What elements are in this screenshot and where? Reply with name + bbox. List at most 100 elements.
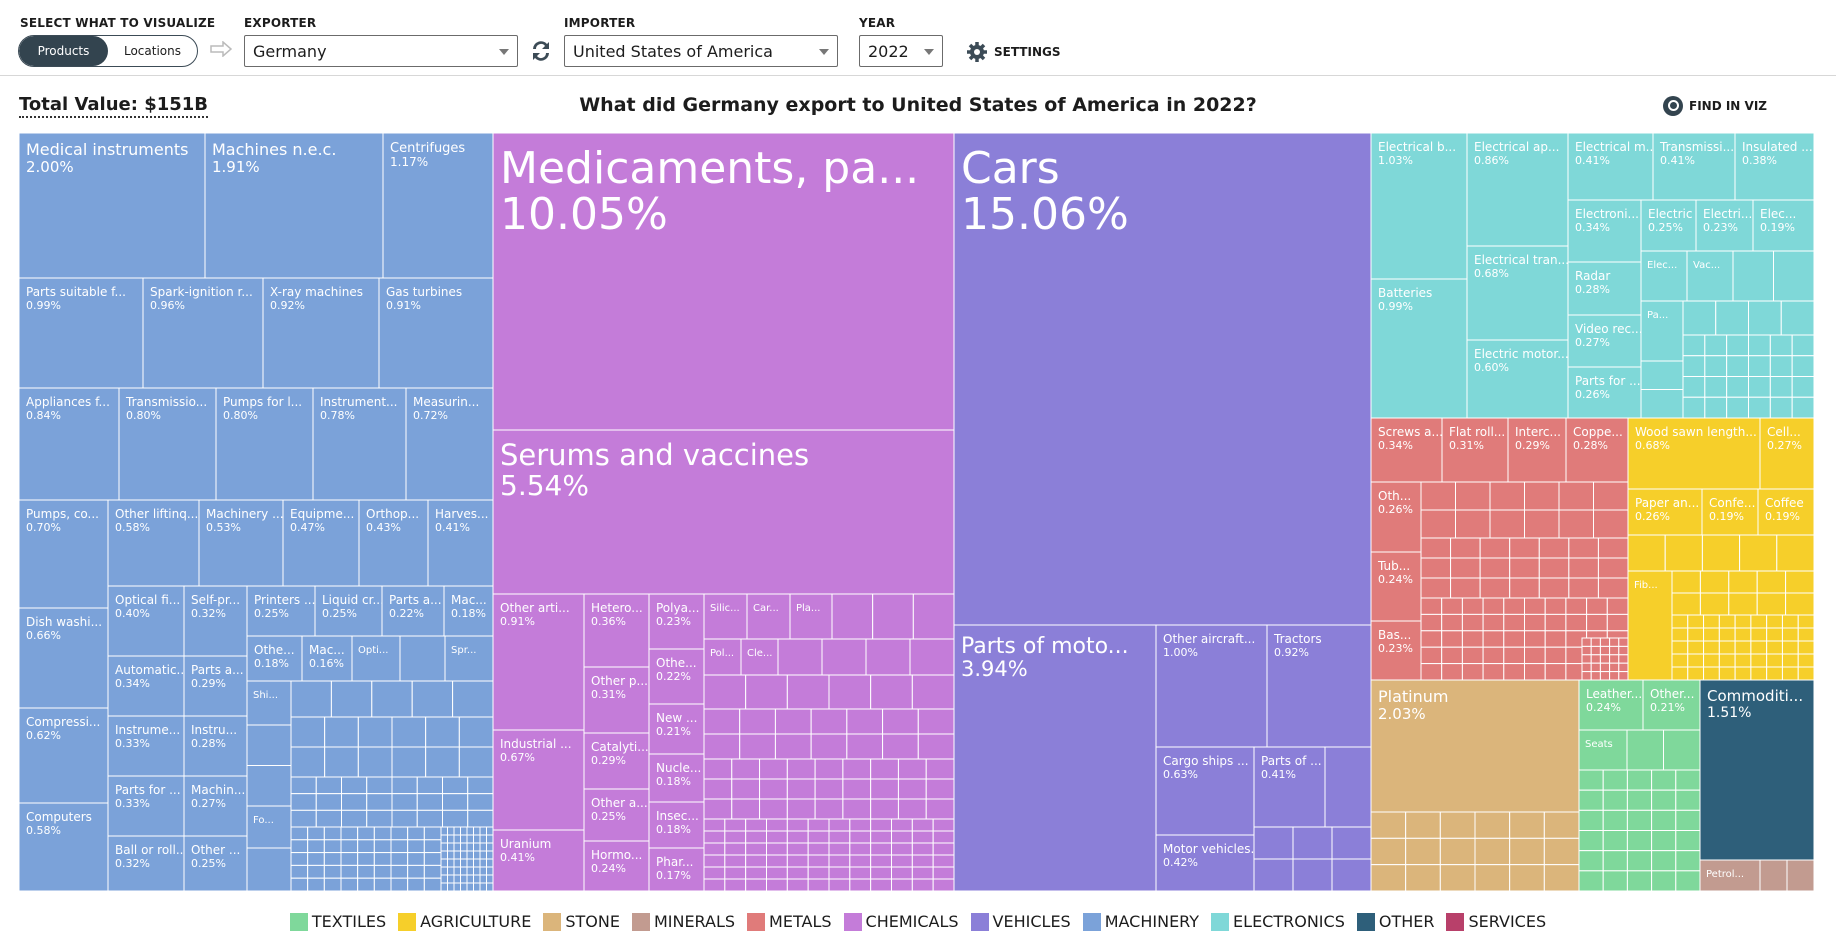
treemap-tile[interactable] <box>1441 597 1463 615</box>
treemap-tile[interactable] <box>1441 646 1463 665</box>
treemap-tile[interactable] <box>724 818 747 832</box>
treemap-tile[interactable] <box>246 847 292 892</box>
treemap-tile[interactable] <box>1718 653 1736 668</box>
treemap-tile[interactable] <box>357 839 375 854</box>
treemap-tile[interactable] <box>1728 592 1758 616</box>
treemap-tile[interactable] <box>373 877 392 892</box>
treemap-tile[interactable] <box>724 830 747 844</box>
treemap-tile[interactable] <box>891 854 913 868</box>
treemap-tile[interactable] <box>1543 811 1580 839</box>
treemap-tile[interactable] <box>443 585 494 637</box>
treemap-tile[interactable] <box>1781 614 1799 629</box>
treemap-tile[interactable] <box>18 132 206 279</box>
treemap-tile[interactable] <box>1420 537 1452 559</box>
treemap-tile[interactable] <box>142 277 264 389</box>
treemap-tile[interactable] <box>324 746 359 778</box>
treemap-tile[interactable] <box>492 429 955 595</box>
treemap-tile[interactable] <box>340 826 359 841</box>
treemap-tile[interactable] <box>810 708 848 735</box>
treemap-tile[interactable] <box>1682 334 1706 357</box>
treemap-tile[interactable] <box>1651 789 1677 811</box>
treemap-tile[interactable] <box>1769 334 1793 357</box>
treemap-tile[interactable] <box>1703 653 1720 668</box>
treemap-tile[interactable] <box>1781 666 1799 681</box>
treemap-tile[interactable] <box>1253 826 1294 860</box>
treemap-tile[interactable] <box>1420 557 1452 579</box>
treemap-tile[interactable] <box>870 854 893 868</box>
treemap-tile[interactable] <box>407 864 425 879</box>
treemap-tile[interactable] <box>1695 199 1754 252</box>
treemap-tile[interactable] <box>870 842 893 856</box>
treemap-tile[interactable] <box>366 776 393 795</box>
treemap-tile[interactable] <box>1750 666 1768 681</box>
treemap-tile[interactable] <box>391 793 418 811</box>
treemap-tile[interactable] <box>1524 613 1546 632</box>
treemap-tile[interactable] <box>1686 250 1734 302</box>
treemap-tile[interactable] <box>1420 597 1443 615</box>
treemap-tile[interactable] <box>1626 830 1653 852</box>
treemap-tile[interactable] <box>373 826 392 841</box>
treemap-tile[interactable] <box>1748 334 1771 357</box>
treemap-tile[interactable] <box>1567 261 1642 316</box>
treemap-tile[interactable] <box>1370 481 1422 553</box>
treemap-tile[interactable] <box>1626 870 1653 892</box>
treemap-tile[interactable] <box>828 818 851 832</box>
treemap-tile[interactable] <box>1155 834 1255 892</box>
treemap-tile[interactable] <box>774 733 812 760</box>
treemap-tile[interactable] <box>1618 645 1629 656</box>
treemap-tile[interactable] <box>1567 314 1642 368</box>
treemap-tile[interactable] <box>492 829 585 892</box>
treemap-tile[interactable] <box>821 638 867 676</box>
treemap-tile[interactable] <box>407 852 425 866</box>
treemap-tile[interactable] <box>466 850 474 860</box>
treemap-tile[interactable] <box>891 830 913 844</box>
treemap-tile[interactable] <box>1599 645 1611 656</box>
legend-item[interactable]: CHEMICALS <box>843 912 959 931</box>
treemap-tile[interactable] <box>807 818 830 832</box>
treemap-tile[interactable] <box>440 858 448 868</box>
treemap-tile[interactable] <box>648 847 705 892</box>
treemap-tile[interactable] <box>473 874 481 884</box>
treemap-tile[interactable] <box>1627 534 1666 572</box>
treemap-tile[interactable] <box>911 866 934 880</box>
treemap-tile[interactable] <box>1626 789 1653 811</box>
treemap-tile[interactable] <box>1578 870 1604 892</box>
treemap-tile[interactable] <box>724 878 747 892</box>
treemap-tile[interactable] <box>183 775 248 837</box>
treemap-tile[interactable] <box>1578 830 1604 852</box>
treemap-tile[interactable] <box>1766 627 1783 642</box>
treemap-tile[interactable] <box>290 776 317 795</box>
treemap-tile[interactable] <box>807 842 830 856</box>
treemap-tile[interactable] <box>766 854 788 868</box>
treemap-tile[interactable] <box>1578 679 1644 731</box>
treemap-tile[interactable] <box>842 758 872 780</box>
treemap-tile[interactable] <box>1728 570 1758 594</box>
treemap-tile[interactable] <box>897 758 927 780</box>
treemap-tile[interactable] <box>846 708 884 735</box>
treemap-tile[interactable] <box>453 858 461 868</box>
treemap-tile[interactable] <box>814 798 844 820</box>
treemap-tile[interactable] <box>1734 627 1752 642</box>
treemap-tile[interactable] <box>447 850 455 860</box>
treemap-tile[interactable] <box>1609 637 1620 647</box>
treemap-tile[interactable] <box>1726 376 1749 398</box>
treemap-tile[interactable] <box>648 753 705 803</box>
treemap-tile[interactable] <box>1544 613 1567 632</box>
treemap-tile[interactable] <box>724 842 747 856</box>
treemap-tile[interactable] <box>423 852 442 866</box>
treemap-tile[interactable] <box>314 585 383 637</box>
treemap-tile[interactable] <box>1791 396 1815 419</box>
treemap-tile[interactable] <box>1292 826 1333 860</box>
treemap-tile[interactable] <box>831 593 874 640</box>
treemap-tile[interactable] <box>382 132 494 279</box>
treemap-tile[interactable] <box>1370 864 1407 892</box>
treemap-tile[interactable] <box>391 809 418 828</box>
treemap-tile[interactable] <box>1581 645 1592 656</box>
treemap-tile[interactable] <box>1748 396 1771 419</box>
treemap-tile[interactable] <box>290 716 326 748</box>
treemap-tile[interactable] <box>1781 640 1799 655</box>
treemap-tile[interactable] <box>479 842 487 852</box>
treemap-tile[interactable] <box>447 874 455 884</box>
treemap-tile[interactable] <box>932 866 955 880</box>
treemap-tile[interactable] <box>1732 250 1774 302</box>
